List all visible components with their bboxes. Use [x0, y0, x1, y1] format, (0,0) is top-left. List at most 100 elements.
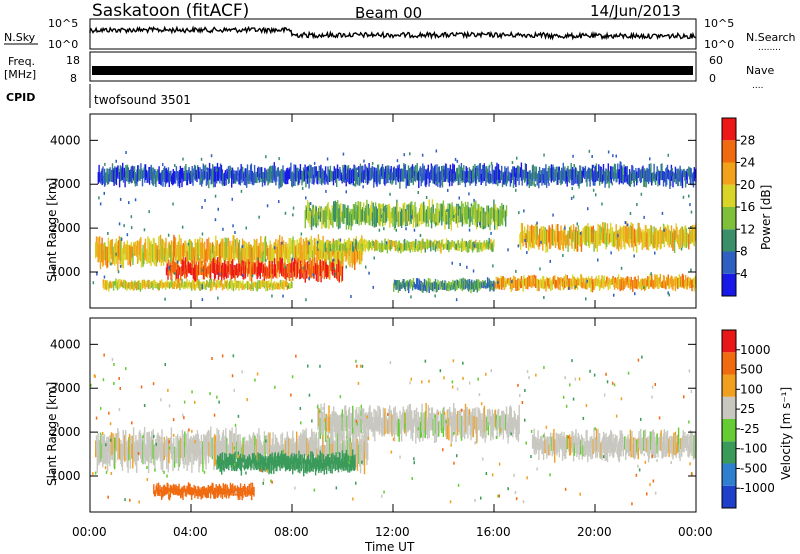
power-cell — [520, 231, 522, 250]
power-cell — [188, 240, 190, 261]
power-cell — [284, 244, 286, 266]
power-cell — [522, 169, 524, 181]
power-cell — [132, 242, 135, 253]
power-cell — [133, 170, 135, 181]
velocity-cell — [378, 414, 380, 432]
velocity-cell — [566, 435, 568, 450]
power-cell — [402, 244, 404, 252]
power-cell — [601, 168, 603, 184]
power-cell — [427, 207, 430, 227]
power-cell — [275, 269, 277, 278]
power-cell — [189, 239, 191, 260]
power-cell — [347, 165, 350, 183]
power-cell — [665, 168, 667, 187]
power-cell — [478, 279, 480, 291]
power-speckle — [446, 209, 448, 212]
velocity-speckle — [308, 393, 311, 397]
velocity-cell — [448, 418, 450, 441]
power-cell — [610, 231, 613, 243]
power-speckle — [308, 276, 310, 280]
power-cell — [367, 241, 369, 250]
power-cell — [445, 284, 448, 291]
velocity-cell — [249, 456, 251, 467]
x-tick-label: 20:00 — [577, 525, 612, 539]
velocity-cell — [628, 439, 630, 456]
power-cell — [183, 260, 185, 275]
power-ytick-label: 3000 — [50, 177, 81, 191]
power-cell — [133, 166, 136, 184]
velocity-ytick-label: 4000 — [50, 337, 81, 351]
power-cell — [608, 278, 610, 285]
velocity-speckle — [270, 479, 272, 483]
velocity-cell — [542, 440, 545, 460]
velocity-cell — [259, 435, 261, 457]
velocity-cell — [234, 485, 236, 496]
velocity-cell — [256, 461, 258, 470]
power-cell — [254, 281, 257, 289]
power-cell — [415, 278, 418, 288]
power-cell — [177, 171, 179, 187]
power-cell — [408, 203, 411, 226]
power-cell — [464, 172, 467, 188]
power-cell — [233, 173, 235, 184]
velocity-cell — [247, 456, 249, 470]
velocity-cell — [341, 409, 344, 431]
velocity-cell — [232, 458, 235, 470]
velocity-speckle — [167, 388, 169, 392]
power-cell — [101, 168, 103, 186]
velocity-cell — [407, 405, 409, 433]
velocity-cell — [456, 411, 459, 436]
power-cell — [113, 167, 115, 186]
velocity-cell — [553, 428, 555, 451]
power-cell — [572, 232, 574, 242]
power-cell — [384, 212, 386, 226]
velocity-cell — [298, 450, 300, 469]
power-cell — [479, 163, 482, 180]
power-cell — [294, 259, 296, 276]
velocity-speckle — [549, 473, 551, 477]
power-cell — [480, 206, 482, 222]
power-cell — [688, 233, 690, 250]
power-speckle — [595, 193, 597, 197]
power-cell — [214, 251, 216, 264]
velocity-cell — [556, 444, 558, 456]
power-cell — [461, 213, 463, 227]
power-cell — [516, 165, 519, 181]
velocity-cell — [229, 482, 232, 496]
power-cell — [123, 167, 125, 178]
power-cell — [117, 245, 119, 271]
power-cell — [497, 209, 500, 227]
power-cell — [482, 242, 484, 251]
power-cell — [407, 209, 409, 222]
power-cell — [300, 170, 302, 180]
power-cell — [270, 165, 272, 183]
power-cell — [468, 167, 470, 183]
velocity-cell — [337, 415, 339, 434]
power-cell — [622, 174, 624, 185]
power-cell — [185, 164, 187, 182]
power-cell — [423, 165, 425, 181]
power-cell — [464, 241, 467, 251]
power-cell — [385, 242, 388, 250]
power-cell — [142, 244, 144, 267]
velocity-cell — [538, 442, 540, 460]
power-cell — [389, 168, 392, 184]
power-cell — [132, 166, 134, 179]
velocity-cell — [569, 442, 572, 456]
power-cell — [159, 234, 162, 259]
velocity-cell — [563, 432, 565, 457]
power-cell — [621, 227, 624, 239]
power-cell — [550, 230, 553, 241]
power-cell — [129, 169, 132, 181]
velocity-cell — [363, 417, 366, 438]
power-cell — [411, 209, 414, 220]
power-cell — [217, 279, 219, 287]
power-cell — [247, 259, 250, 275]
power-cell — [304, 264, 306, 283]
power-cell — [670, 231, 672, 245]
power-cell — [605, 168, 607, 185]
power-cell — [331, 171, 333, 180]
power-cell — [178, 234, 181, 260]
power-speckle — [612, 154, 614, 158]
power-cell — [601, 275, 603, 288]
